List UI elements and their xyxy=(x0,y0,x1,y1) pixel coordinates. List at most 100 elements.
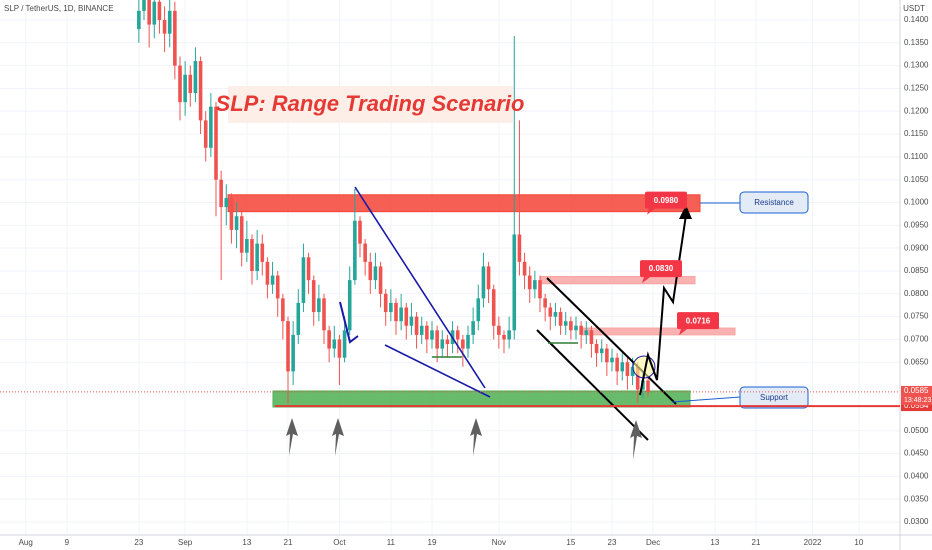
countdown: 13:48:23 xyxy=(904,397,931,404)
candle-body xyxy=(291,334,295,372)
x-tick-label: 13 xyxy=(710,538,719,547)
candle-body xyxy=(558,312,563,326)
price-label-box xyxy=(640,260,682,278)
candle-body xyxy=(265,261,270,285)
y-tick-label: 0.0650 xyxy=(904,357,929,366)
candle-body xyxy=(553,312,558,317)
x-tick-label: Dec xyxy=(646,538,660,547)
arrow xyxy=(286,418,298,456)
candle-body xyxy=(198,61,203,121)
candle-body xyxy=(281,298,285,322)
candle-body xyxy=(327,330,331,349)
y-tick-label: 0.0950 xyxy=(904,220,929,229)
candle-body xyxy=(358,220,362,244)
x-tick-label: 21 xyxy=(752,538,761,547)
candle-body xyxy=(615,357,619,372)
candle-body xyxy=(414,316,419,335)
callout-label: Resistance xyxy=(754,198,794,207)
y-tick-label: 0.0350 xyxy=(904,494,929,503)
x-tick-label: Nov xyxy=(492,538,506,547)
candle-body xyxy=(203,120,208,148)
x-tick-label: 23 xyxy=(608,538,617,547)
candle-body xyxy=(167,10,172,34)
candle-body xyxy=(435,330,439,349)
candle-body xyxy=(193,61,198,94)
zones xyxy=(227,194,736,408)
arrow xyxy=(630,420,642,460)
y-tick-label: 0.1100 xyxy=(904,152,928,161)
candle-body xyxy=(322,298,326,331)
candle-body xyxy=(306,257,311,281)
trend-line xyxy=(354,186,486,389)
arrows xyxy=(286,418,642,460)
candle-body xyxy=(147,0,151,25)
y-tick-label: 0.0300 xyxy=(904,517,929,526)
callout-label: Support xyxy=(760,393,789,402)
y-tick-label: 0.1250 xyxy=(904,84,929,93)
candle-body xyxy=(183,74,187,103)
candle-body xyxy=(389,302,393,313)
y-tick-label: 0.0850 xyxy=(904,266,929,275)
candle-body xyxy=(625,362,630,376)
price-label: 0.0980 xyxy=(654,196,679,205)
arrow-head xyxy=(679,205,692,219)
price-label-box xyxy=(645,191,687,209)
y-tick-label: 0.0800 xyxy=(904,289,929,298)
candle-body xyxy=(209,106,213,148)
candle-body xyxy=(347,280,352,331)
candle-body xyxy=(512,234,517,331)
x-tick-label: 2022 xyxy=(804,538,822,547)
candle-body xyxy=(229,197,234,230)
current-price-tag xyxy=(901,385,932,405)
y-tick-label: 0.0700 xyxy=(904,335,929,344)
candle-body xyxy=(502,334,506,340)
candle-body xyxy=(497,325,501,335)
y-tick-label: 0.1300 xyxy=(904,61,929,70)
symbol-header: SLP / TetherUS, 1D, BINANCE xyxy=(4,4,114,13)
candle-body xyxy=(517,234,522,262)
candle-body xyxy=(610,357,614,363)
candle-body xyxy=(260,243,265,262)
y-tick-label: 0.0450 xyxy=(904,449,929,458)
support-price-tag xyxy=(901,401,932,412)
y-tick-label: 0.1350 xyxy=(904,38,929,47)
candle-body xyxy=(255,243,259,271)
candle-body xyxy=(250,239,254,271)
candle-body xyxy=(486,266,491,290)
price-label: 0.0830 xyxy=(649,264,674,273)
x-tick-label: 11 xyxy=(387,538,396,547)
candle-body xyxy=(188,74,193,94)
candle-body xyxy=(378,266,383,294)
candle-body xyxy=(137,10,141,30)
x-tick-label: Oct xyxy=(333,538,346,547)
candle-body xyxy=(162,19,167,34)
support-price: 0.0554 xyxy=(904,401,929,410)
candle-body xyxy=(430,330,434,340)
y-tick-label: 0.0500 xyxy=(904,426,929,435)
candle-body xyxy=(296,302,301,335)
candle-body xyxy=(142,0,146,11)
candle-body xyxy=(466,334,470,349)
x-tick-label: Aug xyxy=(19,538,33,547)
channel-line xyxy=(536,329,649,441)
candle-body xyxy=(440,339,445,349)
x-tick-label: 13 xyxy=(242,538,251,547)
candle-body xyxy=(245,239,249,253)
trend-line xyxy=(339,301,359,344)
candle-body xyxy=(363,243,367,262)
trend-line xyxy=(384,344,491,398)
candle-body xyxy=(491,289,496,326)
candle-body xyxy=(178,65,182,103)
channel-line xyxy=(546,277,677,405)
candle-body xyxy=(409,316,414,326)
x-tick-label: 9 xyxy=(65,538,70,547)
candle-body xyxy=(543,298,547,308)
candle-body xyxy=(275,275,280,299)
y-tick-label: 0.1150 xyxy=(904,129,928,138)
current-price: 0.0585 xyxy=(904,386,929,395)
candle-body xyxy=(368,261,373,281)
y-tick-label: 0.1200 xyxy=(904,106,929,115)
drawings: Resistance Support xyxy=(286,186,809,460)
candle-body xyxy=(584,330,589,335)
candle-body xyxy=(373,266,378,281)
